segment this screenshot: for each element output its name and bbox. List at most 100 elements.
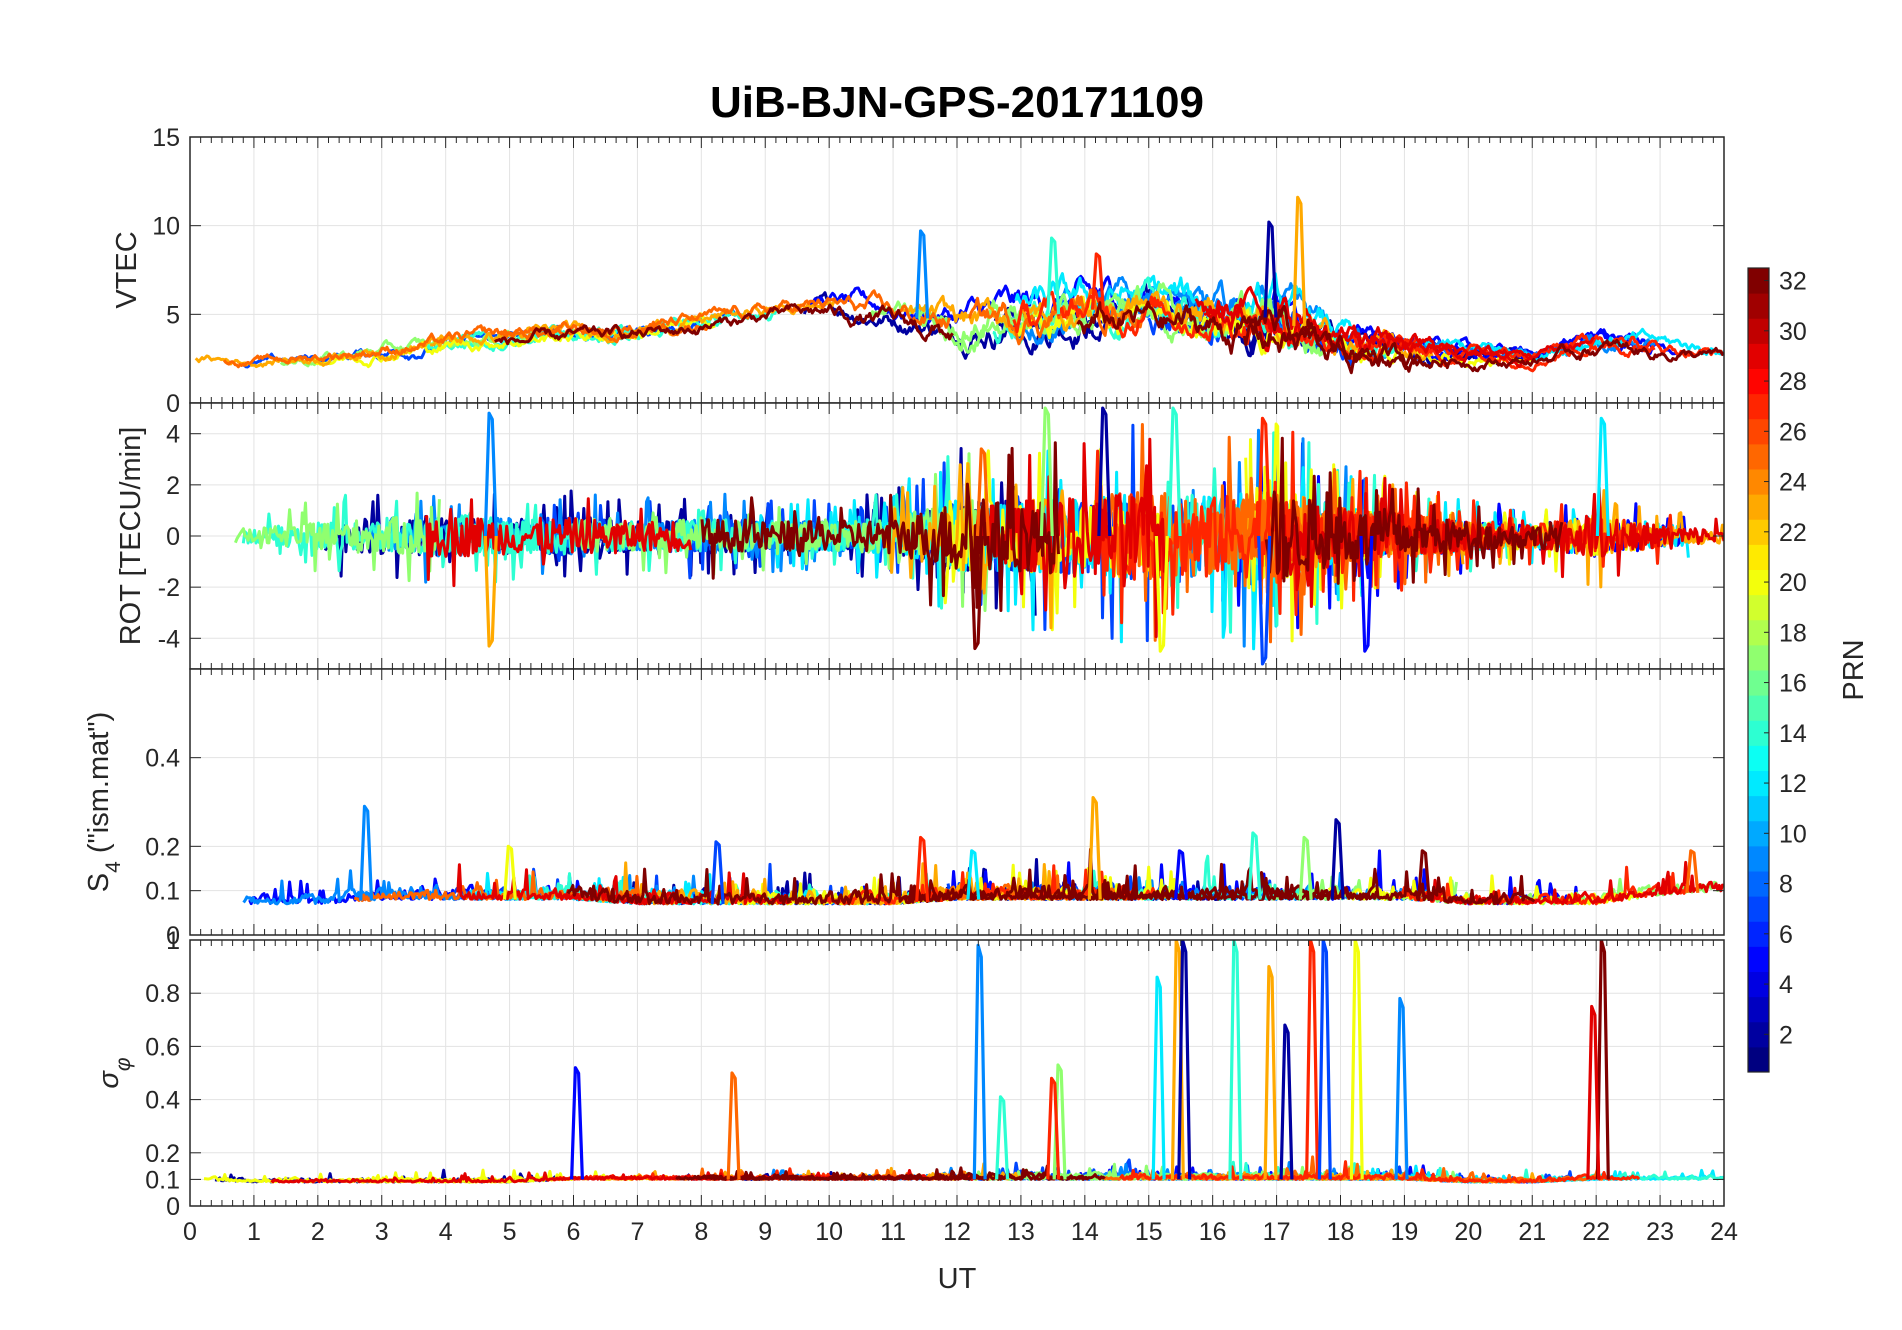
series-spike: [1685, 849, 1700, 894]
series-line-prn-32: [1076, 300, 1422, 368]
panel-s4-ylabel-sub: 4: [102, 861, 125, 873]
x-tick-label: 16: [1199, 1218, 1227, 1246]
colorbar-band: [1748, 896, 1769, 922]
series-spike: [1305, 940, 1320, 1180]
series-spike: [1298, 835, 1313, 900]
series-spike: [1228, 940, 1243, 1180]
colorbar-band: [1748, 996, 1769, 1023]
y-tick-label: 0.2: [145, 1140, 180, 1168]
y-tick-label: 0: [166, 1193, 180, 1221]
colorbar-band: [1748, 770, 1769, 797]
colorbar-tick-label: 32: [1779, 268, 1807, 296]
colorbar-band: [1748, 293, 1769, 319]
y-tick-label: -2: [158, 574, 180, 602]
y-tick-label: 5: [166, 301, 180, 329]
chart-title: UiB-BJN-GPS-20171109: [710, 78, 1204, 127]
series-spike: [1167, 406, 1182, 537]
colorbar-band: [1748, 644, 1769, 671]
panel-s4-ylabel-tail: ("ism.mat"): [83, 712, 115, 861]
series-line-prn-32: [566, 867, 998, 906]
series-spike: [1154, 535, 1169, 653]
panel-sigma-phi-ylabel-sub: φ: [112, 1057, 135, 1071]
series-spike: [483, 411, 498, 537]
colorbar-band: [1748, 695, 1769, 721]
colorbar-band: [1748, 820, 1769, 847]
y-tick-label: 10: [152, 213, 180, 241]
y-tick-label: 0.1: [145, 878, 180, 906]
colorbar-tick-label: 8: [1779, 871, 1793, 899]
panel-vtec-lines: [194, 195, 1724, 375]
colorbar-tick-label: 6: [1779, 921, 1793, 949]
series-line-prn-20: [312, 312, 716, 369]
series-spike: [972, 943, 987, 1180]
panel-s4-ylabel-base: S: [83, 873, 115, 892]
x-tick-label: 17: [1263, 1218, 1291, 1246]
series-spike: [570, 1066, 584, 1180]
x-tick-label: 23: [1646, 1218, 1674, 1246]
x-tick-label: 15: [1135, 1218, 1163, 1246]
colorbar-tick-label: 20: [1779, 569, 1807, 597]
y-tick-label: 0.1: [145, 1166, 180, 1194]
panel-s4: 0 0.1 0.2 0.4 S4 ("ism.mat"): [83, 668, 1725, 950]
series-line-prn-27: [1119, 1160, 1641, 1184]
series-spike: [1151, 975, 1166, 1180]
colorbar-band: [1748, 619, 1769, 646]
colorbar-band: [1748, 795, 1769, 822]
x-tick-label: 7: [630, 1218, 644, 1246]
series-spike: [1317, 940, 1332, 1180]
colorbar-band: [1748, 1021, 1769, 1048]
series-spike: [915, 229, 930, 319]
colorbar-tick-label: 2: [1779, 1021, 1793, 1049]
series-line-prn-32: [700, 441, 1060, 612]
series-spike: [1087, 796, 1102, 900]
colorbar-tick-label: 4: [1779, 971, 1793, 999]
x-axis-title: UT: [938, 1263, 977, 1295]
colorbar-tick-label: 30: [1779, 318, 1807, 346]
colorbar-band: [1748, 971, 1769, 998]
colorbar-band: [1748, 946, 1769, 972]
x-tick-label: 14: [1071, 1218, 1099, 1246]
x-tick-label: 8: [694, 1218, 708, 1246]
series-spike: [1292, 195, 1307, 326]
panel-rot-ticks: -4 -2 0 2 4: [158, 403, 1725, 669]
x-tick-label: 21: [1518, 1218, 1546, 1246]
series-line-prn-17: [234, 491, 441, 583]
series-spike: [1330, 818, 1345, 900]
series-line-prn-25: [222, 320, 710, 369]
y-tick-label: 2: [166, 472, 180, 500]
colorbar-band: [1748, 494, 1769, 520]
series-spike: [1416, 849, 1431, 902]
colorbar-band: [1748, 343, 1769, 369]
x-tick-label: 0: [183, 1218, 197, 1246]
series-spike: [483, 535, 498, 648]
x-tick-label: 4: [439, 1218, 453, 1246]
y-tick-label: 0: [166, 922, 180, 950]
panel-sigma-phi-ticks: 00.10.2 0.4 0.6 0.8: [145, 940, 1725, 1221]
series-spike: [1247, 831, 1262, 900]
x-tick-label: 1: [247, 1218, 261, 1246]
x-tick-label: 5: [503, 1218, 517, 1246]
panel-vtec: 0 5 10 15 VTEC: [111, 124, 1725, 418]
colorbar-tick-label: 14: [1779, 720, 1807, 748]
panel-rot-ylabel: ROT [TECU/min]: [115, 427, 147, 646]
series-line-prn-29: [424, 497, 693, 588]
panel-sigma-phi-top-label: 1: [166, 927, 180, 955]
series-line-prn-32: [1242, 305, 1724, 375]
series-spike: [1359, 535, 1374, 653]
x-tick-label: 22: [1582, 1218, 1610, 1246]
series-spike: [915, 835, 930, 903]
y-tick-label: 15: [152, 124, 180, 152]
series-line-prn-29: [270, 1171, 711, 1184]
y-tick-label: 0.6: [145, 1033, 180, 1061]
colorbar-band: [1748, 469, 1769, 495]
x-tick-label: 11: [880, 1218, 906, 1246]
panel-sigma-phi-lines: [204, 940, 1724, 1184]
panel-vtec-ylabel: VTEC: [111, 231, 143, 308]
series-spike: [975, 447, 990, 537]
panel-sigma-phi: 00.10.2 0.4 0.6 0.8 σφ 1: [93, 927, 1725, 1221]
series-spike: [1394, 996, 1409, 1180]
panel-sigma-phi-ylabel-base: σ: [93, 1070, 125, 1089]
series-spike: [359, 804, 374, 901]
